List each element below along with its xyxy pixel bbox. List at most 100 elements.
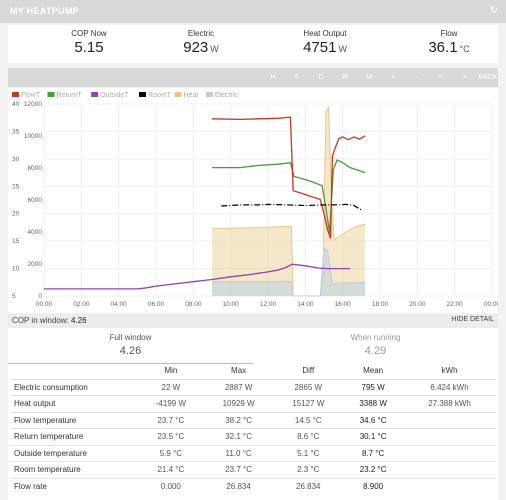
- table-cell: [403, 428, 496, 445]
- x-tick-label: 20:00: [409, 301, 426, 308]
- table-cell: 8.900: [343, 477, 404, 495]
- y-left-tick-label: 20: [12, 211, 20, 218]
- range-6h-button[interactable]: 6: [295, 74, 299, 81]
- tab-label: When running: [350, 333, 401, 342]
- table-cell: 38.2 °C: [203, 411, 274, 429]
- table-cell: 21.4 °C: [138, 461, 204, 478]
- table-cell: 5.9 °C: [138, 444, 204, 462]
- table-cell: 34.6 °C: [343, 411, 404, 429]
- row-label: Electric consumption: [10, 378, 138, 396]
- table-cell: 2865 W: [273, 378, 344, 396]
- range-hour-button[interactable]: H: [270, 74, 276, 81]
- y-left-tick-label: 25: [12, 183, 20, 190]
- row-label: Flow rate: [10, 477, 138, 495]
- legend-swatch: [205, 92, 213, 97]
- table-cell: 6.424 kWh: [403, 378, 496, 396]
- table-cell: 11.0 °C: [203, 444, 274, 462]
- x-tick-label: 14:00: [297, 301, 314, 308]
- table-cell: 10929 W: [203, 395, 274, 412]
- stat-value: 36.1 °C: [428, 39, 470, 56]
- chart-panel: FlowT ReturnT OutsideT RoomT Heat Electric 00:…: [8, 88, 498, 313]
- row-label: Outside temperature: [10, 444, 138, 462]
- table-cell: 2887 W: [203, 378, 274, 396]
- title-bar: MY HEATPUMP ↻: [0, 0, 506, 23]
- series-area-heat: [212, 107, 366, 296]
- table-cell: 23.7 °C: [138, 411, 204, 429]
- table-row: Heat output -4199 W 10929 W 15127 W 3388 W 27…: [10, 395, 496, 412]
- table-row: Electric consumption 22 W 2887 W 2865 W 795 …: [10, 378, 496, 396]
- x-tick-label: 12:00: [260, 301, 277, 308]
- detail-panel: Full window 4.26 When running 4.29 Min M…: [8, 328, 498, 500]
- table-row: Room temperature 21.4 °C 23.7 °C 2.3 °C 23.2…: [10, 461, 496, 478]
- chart-toolbar: H 6 D W M + - < > BACK: [8, 68, 498, 87]
- zoom-in-button[interactable]: +: [390, 74, 396, 81]
- pan-left-button[interactable]: <: [438, 74, 444, 81]
- column-header: Min: [164, 366, 178, 376]
- table-cell: 8.7 °C: [343, 444, 404, 462]
- y-right-tick-label: 4000: [28, 229, 43, 236]
- tab-when-running[interactable]: When running 4.29: [253, 333, 498, 357]
- y-left-tick-label: 30: [12, 156, 20, 163]
- table-cell: 32.1 °C: [203, 428, 274, 445]
- legend-label: OutsideT: [100, 92, 129, 99]
- column-header: Diff: [302, 366, 315, 376]
- series-line-flowt: [211, 116, 366, 239]
- table-cell: 30.1 °C: [343, 428, 404, 445]
- cop-window-label: COP in window: 4.26: [12, 316, 87, 325]
- tab-full-window[interactable]: Full window 4.26: [8, 333, 253, 364]
- stat-value: 923 W: [183, 39, 219, 56]
- table-cell: [403, 461, 496, 478]
- legend-label: FlowT: [21, 92, 41, 99]
- x-tick-label: 18:00: [372, 301, 389, 308]
- x-tick-label: 22:00: [447, 301, 464, 308]
- legend-label: RoomT: [148, 92, 172, 99]
- stat-value: 4751 W: [303, 39, 347, 56]
- table-row: Outside temperature 5.9 °C 11.0 °C 5.1 °C 8.…: [10, 444, 496, 462]
- table-row: Flow temperature 23.7 °C 38.2 °C 14.5 °C 34.…: [10, 411, 496, 429]
- y-right-tick-label: 8000: [28, 165, 43, 172]
- timeseries-chart[interactable]: FlowT ReturnT OutsideT RoomT Heat Electric 00:…: [8, 88, 498, 313]
- stat-label: COP Now: [71, 29, 107, 38]
- pan-right-button[interactable]: >: [462, 74, 468, 81]
- table-cell: 5.1 °C: [273, 444, 344, 462]
- tab-value: 4.29: [364, 345, 387, 357]
- row-label: Room temperature: [10, 461, 138, 478]
- zoom-out-button[interactable]: -: [415, 74, 419, 81]
- x-tick-label: 16:00: [335, 301, 352, 308]
- series-line-roomt: [221, 203, 362, 211]
- column-header: Mean: [363, 366, 384, 376]
- stats-bar: COP Now 5.15 Electric 923 W Heat Output 4…: [8, 25, 498, 63]
- legend-swatch: [174, 92, 182, 97]
- table-cell: -4199 W: [138, 395, 204, 412]
- series-line-electric: [212, 246, 366, 297]
- table-cell: 8.6 °C: [273, 428, 344, 445]
- y-right-tick-label: 10000: [24, 133, 42, 140]
- refresh-icon[interactable]: ↻: [489, 5, 498, 16]
- table-cell: 795 W: [343, 378, 404, 396]
- range-day-button[interactable]: D: [318, 74, 324, 81]
- table-cell: 23.2 °C: [343, 461, 404, 478]
- stat-heat-output: Heat Output 4751 W: [264, 29, 386, 56]
- range-week-button[interactable]: W: [341, 74, 349, 81]
- hide-detail-button[interactable]: HIDE DETAIL: [451, 316, 494, 323]
- series-area-electric: [212, 248, 366, 296]
- table-row: Flow rate 0.000 26.834 26.834 8.900: [10, 477, 496, 495]
- legend-swatch: [47, 92, 55, 97]
- table-cell: 23.7 °C: [203, 461, 274, 478]
- row-label: Flow temperature: [10, 411, 138, 429]
- table-cell: [403, 477, 496, 495]
- y-left-tick-label: 35: [12, 128, 20, 135]
- range-month-button[interactable]: M: [366, 74, 372, 81]
- x-tick-label: 00:00: [484, 301, 498, 308]
- x-tick-label: 08:00: [185, 301, 202, 308]
- stat-electric: Electric 923 W: [140, 29, 262, 56]
- table-cell: 26.834: [273, 477, 344, 495]
- table-cell: 2.3 °C: [273, 461, 344, 478]
- stat-flow: Flow 36.1 °C: [388, 29, 506, 56]
- back-button[interactable]: BACK: [478, 74, 498, 81]
- series-line-outsidet: [44, 263, 351, 290]
- table-cell: [403, 444, 496, 462]
- x-tick-label: 00:00: [36, 301, 53, 308]
- y-left-tick-label: 5: [12, 293, 16, 300]
- series-line-returnt: [212, 159, 366, 233]
